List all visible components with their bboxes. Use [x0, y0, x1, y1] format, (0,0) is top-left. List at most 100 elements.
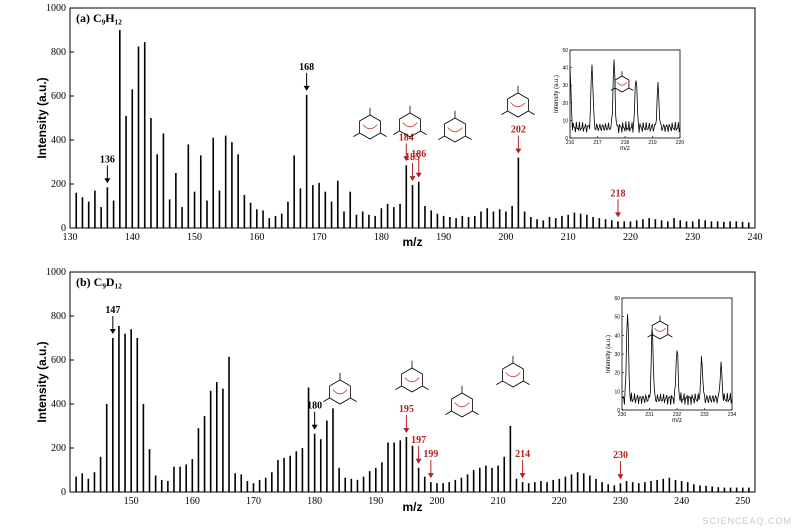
x-axis-label: m/z: [402, 500, 422, 514]
x-tick-label: 220: [552, 496, 567, 507]
molecule-ring: [401, 367, 423, 393]
y-tick-label: 200: [51, 179, 66, 190]
inset-y-tick-label: 10: [614, 389, 620, 395]
x-tick-label: 180: [307, 496, 322, 507]
inset-x-tick-label: 232: [673, 412, 682, 418]
molecule-oxygen-bridge: [332, 389, 348, 395]
x-tick-label: 210: [491, 496, 506, 507]
inset-x-axis-label: m/z: [620, 146, 630, 152]
annotation-label: 136: [100, 154, 115, 165]
inset-y-tick-label: 40: [614, 333, 620, 339]
y-tick-label: 400: [51, 135, 66, 146]
x-tick-label: 150: [124, 496, 139, 507]
x-tick-label: 160: [249, 232, 264, 243]
inset-y-axis-label: Intensity (a.u.): [554, 75, 560, 113]
annotation-arrowhead: [415, 458, 422, 464]
annotation-arrowhead: [403, 156, 410, 162]
inset-y-tick-label: 0: [565, 136, 568, 142]
molecule-substituent: [610, 87, 616, 91]
inset-x-tick-label: 218: [621, 140, 630, 146]
inset-y-tick-label: 30: [562, 83, 568, 89]
molecule-ring: [329, 379, 351, 405]
molecule-substituent: [523, 380, 530, 385]
x-tick-label: 140: [125, 232, 140, 243]
inset-y-tick-label: 20: [562, 101, 568, 107]
x-tick-label: 220: [623, 232, 638, 243]
annotation-label: 147: [105, 305, 120, 316]
molecule-ring: [444, 117, 466, 143]
x-axis-label: m/z: [402, 235, 422, 249]
plot-frame: [69, 7, 756, 229]
molecule-sketch-186: [438, 110, 472, 143]
panel-1: 150 160 170 180 190 200 210 220 230 240 2500200400…: [35, 267, 756, 514]
annotation-arrowhead: [409, 176, 416, 182]
inset-x-tick-label: 217: [593, 140, 602, 146]
inset-y-tick-label: 10: [562, 118, 568, 124]
annotation-label: 214: [515, 449, 530, 460]
molecule-substituent: [647, 334, 653, 338]
molecule-ring: [502, 362, 524, 388]
molecule-oxygen-bridge: [654, 327, 666, 332]
annotation-label: 218: [611, 188, 626, 199]
y-axis-label: Intensity (a.u.): [35, 341, 49, 422]
molecule-sketch-202: [501, 85, 535, 118]
x-tick-label: 230: [685, 232, 700, 243]
y-tick-label: 1000: [46, 267, 66, 278]
molecule-substituent: [420, 130, 427, 135]
annotation-arrowhead: [519, 473, 526, 479]
molecule-substituent: [438, 135, 445, 140]
annotation-label: 168: [299, 62, 314, 73]
x-tick-label: 240: [748, 232, 763, 243]
inset-x-tick-label: 230: [618, 412, 627, 418]
molecule-ring: [507, 92, 529, 118]
annotation-arrowhead: [415, 172, 422, 178]
x-tick-label: 190: [368, 496, 383, 507]
molecule-substituent: [422, 385, 429, 390]
inset-x-tick-label: 216: [566, 140, 575, 146]
molecule-substituent: [395, 385, 402, 390]
molecule-substituent: [445, 410, 452, 415]
annotation-arrowhead: [104, 178, 111, 184]
x-tick-label: 190: [436, 232, 451, 243]
molecule-oxygen-bridge: [505, 372, 521, 378]
molecule-oxygen-bridge: [362, 124, 378, 130]
molecule-ring: [651, 320, 669, 340]
y-tick-label: 0: [61, 223, 66, 234]
molecule-ring: [451, 392, 473, 418]
molecule-substituent: [496, 380, 503, 385]
x-tick-label: 150: [187, 232, 202, 243]
molecule-substituent: [380, 132, 387, 137]
y-tick-label: 200: [51, 443, 66, 454]
molecule-ring: [359, 114, 381, 140]
x-tick-label: 200: [429, 496, 444, 507]
molecule-sketch-inset-b: [647, 315, 673, 340]
molecule-substituent: [528, 110, 535, 115]
y-tick-label: 1000: [46, 3, 66, 14]
panel-0: 130 140 150 160 170 180 190 200 210 220 230 2400200…: [35, 3, 763, 249]
molecule-oxygen-bridge: [616, 82, 628, 86]
molecule-sketch-inset-a: [610, 71, 634, 93]
x-tick-label: 200: [498, 232, 513, 243]
inset-x-tick-label: 233: [700, 412, 709, 418]
x-tick-label: 240: [674, 496, 689, 507]
x-tick-label: 170: [246, 496, 261, 507]
inset-trace: [569, 59, 681, 134]
molecule-sketch-214: [496, 355, 530, 388]
y-tick-label: 600: [51, 355, 66, 366]
x-tick-label: 170: [312, 232, 327, 243]
inset-x-tick-label: 220: [676, 140, 685, 146]
molecule-substituent: [393, 130, 400, 135]
annotation-label: 197: [411, 435, 426, 446]
inset-chart: 216 217 218 219 220 0 10 20 30 40 50 m/z Intensity (…: [554, 48, 684, 152]
molecule-substituent: [465, 135, 472, 140]
annotation-arrowhead: [617, 474, 624, 480]
molecule-sketch-199: [445, 385, 479, 418]
annotation-arrowhead: [427, 473, 434, 479]
x-tick-label: 250: [735, 496, 750, 507]
annotation-label: 199: [423, 449, 438, 460]
molecule-oxygen-bridge: [404, 377, 420, 383]
annotation-arrowhead: [403, 428, 410, 433]
annotation-arrowhead: [615, 212, 621, 218]
annotation-arrowhead: [109, 329, 116, 334]
watermark: SCIENCEAQ.COM: [702, 516, 792, 526]
